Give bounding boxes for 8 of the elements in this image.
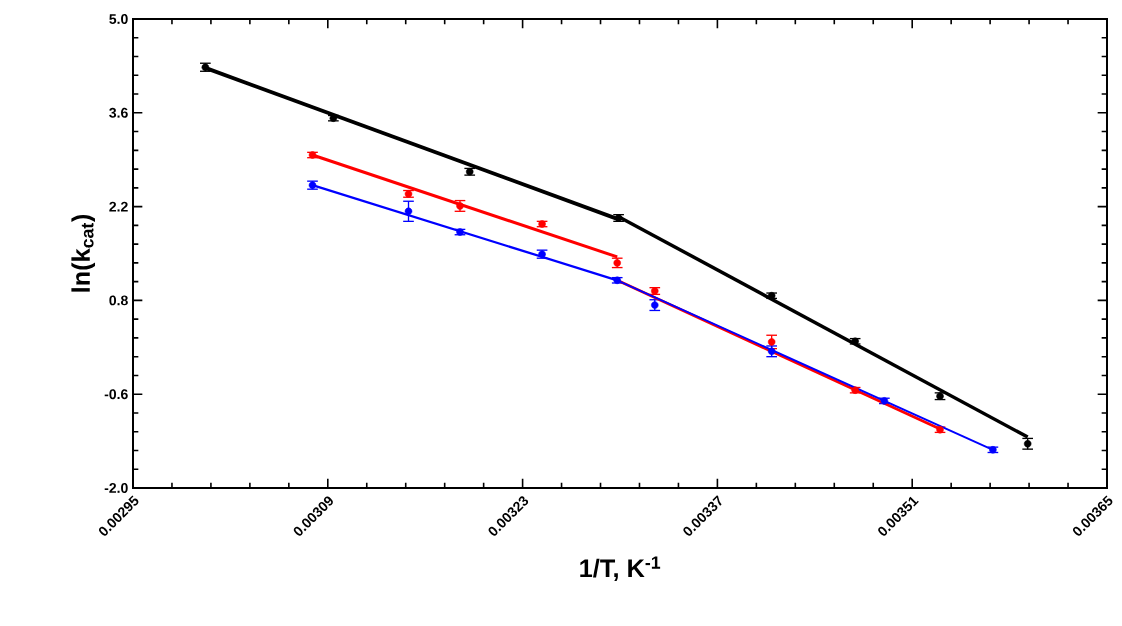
y-tick-label: -2.0 [104, 483, 128, 493]
x-axis-title: 1/T, K$^{-1}$ [580, 556, 661, 581]
y-axis-title: ln(k$_{cat}$) [71, 214, 95, 292]
y-tick-label: 2.2 [109, 201, 128, 212]
y-tick-label: 5.0 [109, 14, 128, 24]
y-tick-label: -0.6 [104, 389, 128, 400]
y-tick-label: 0.8 [109, 295, 128, 306]
y-tick-label: 3.6 [109, 107, 128, 118]
